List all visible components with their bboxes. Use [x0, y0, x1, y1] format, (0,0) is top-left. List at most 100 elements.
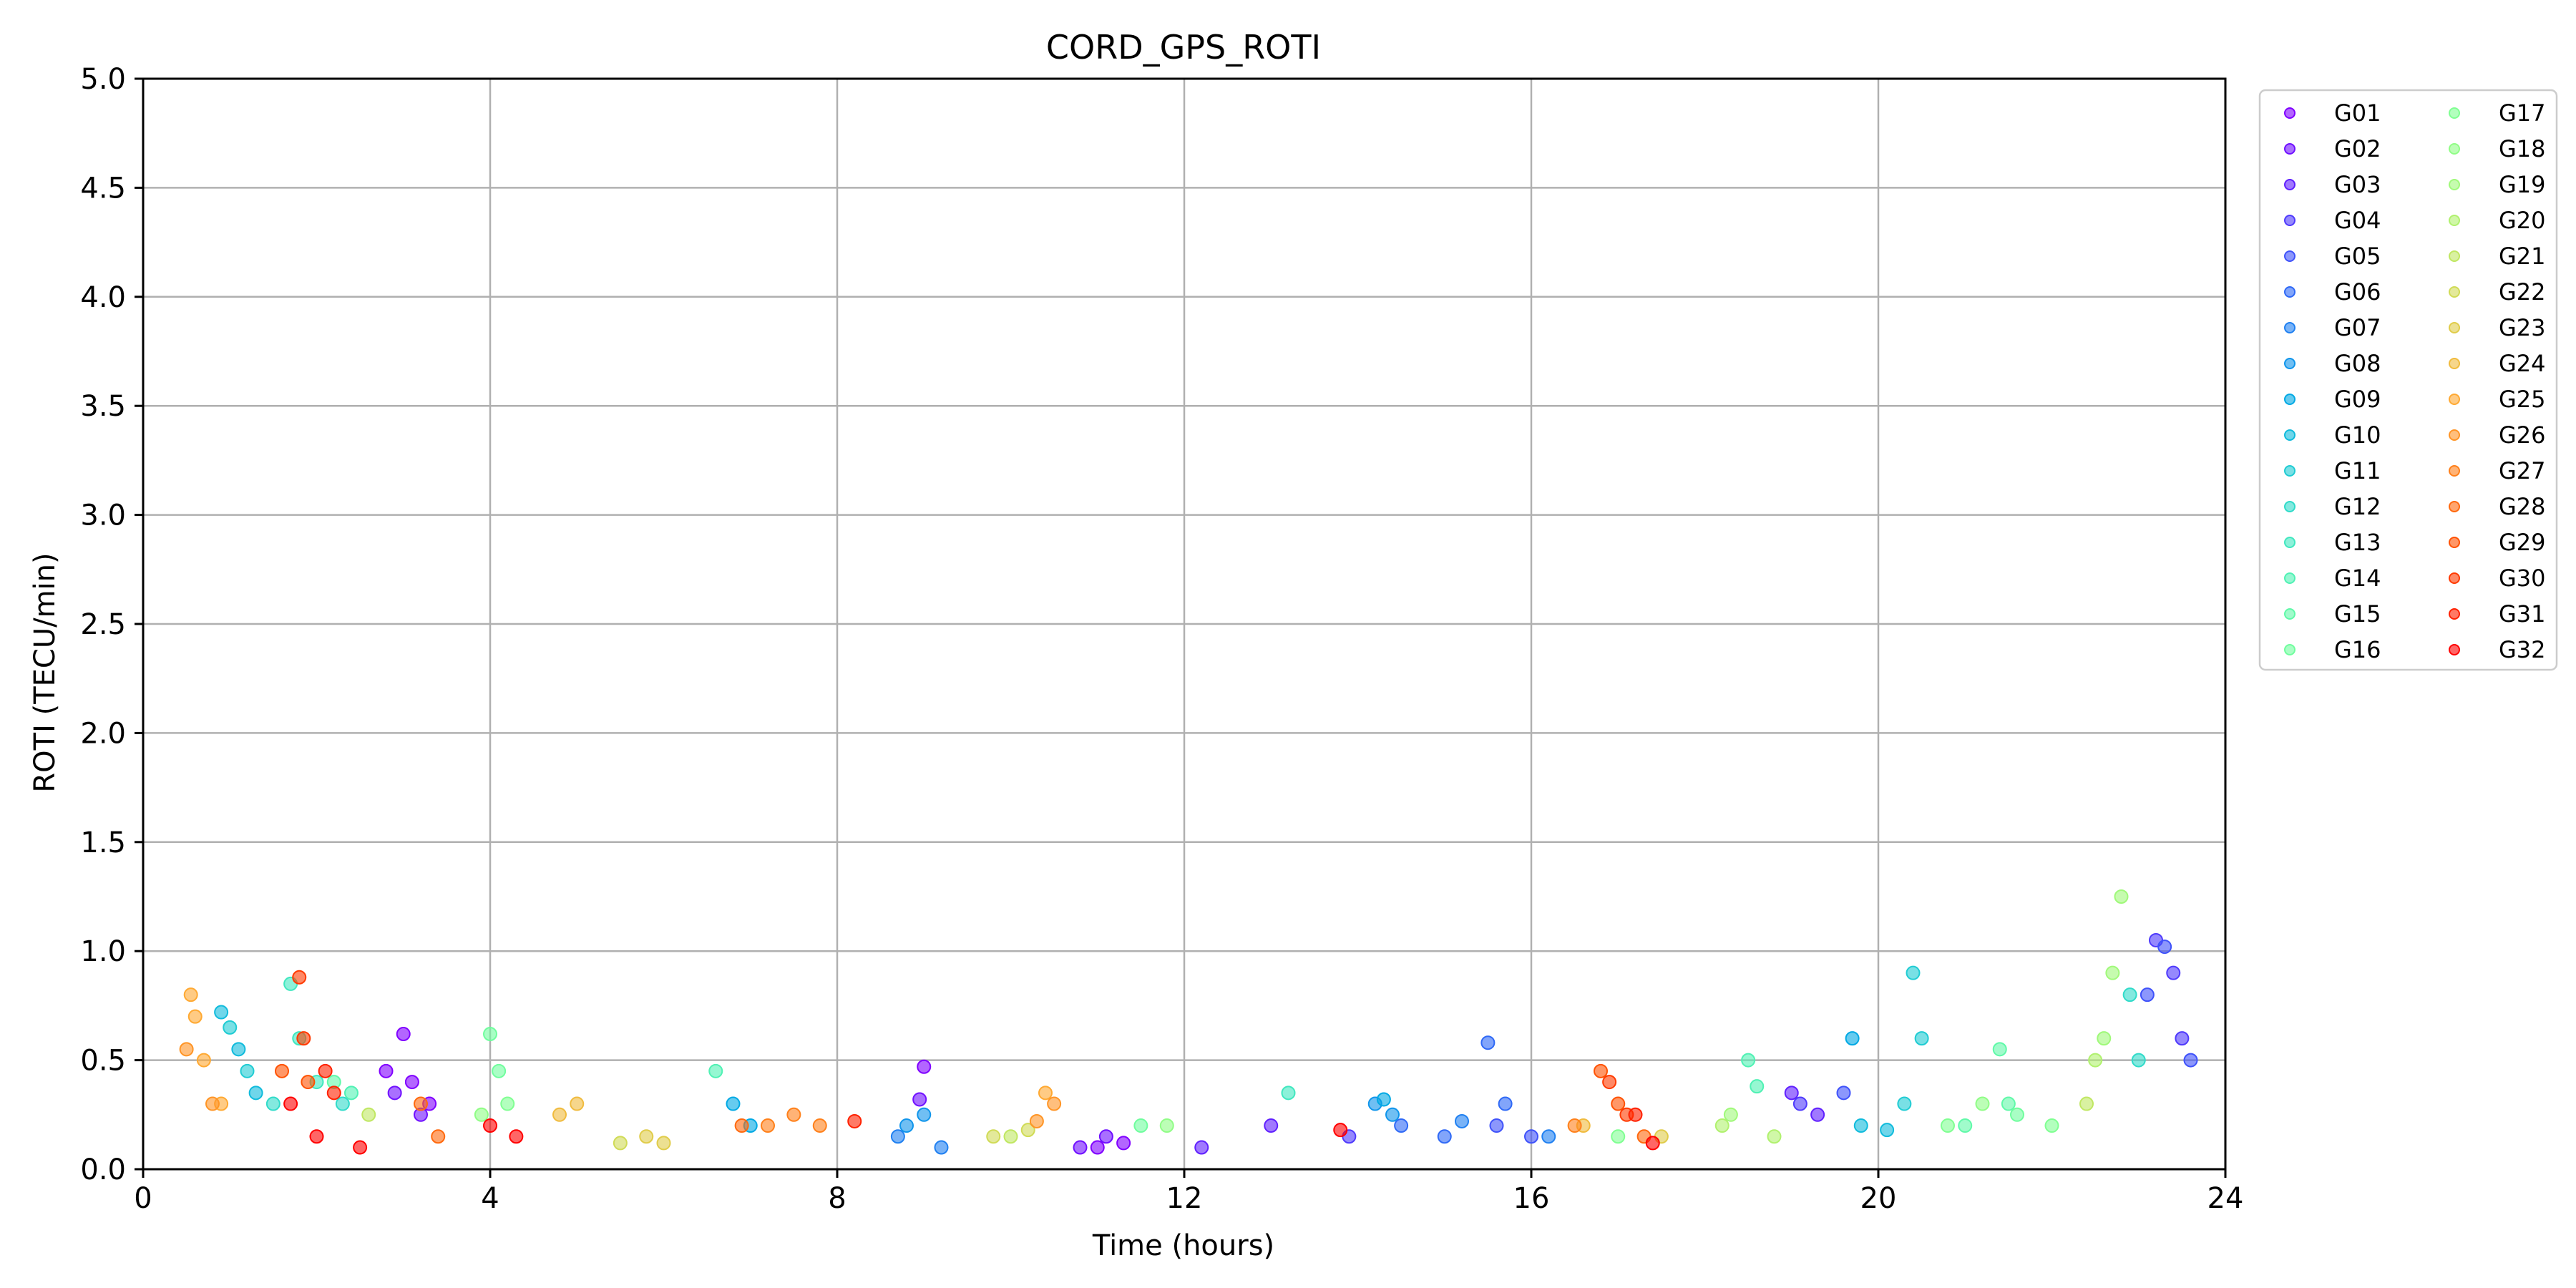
- y-tick-label: 0.5: [80, 1045, 126, 1078]
- data-point: [509, 1129, 524, 1144]
- legend-marker: [2449, 572, 2460, 584]
- data-point: [570, 1096, 585, 1111]
- data-point: [1541, 1129, 1556, 1144]
- series-G27: [761, 1107, 1582, 1133]
- data-point: [2157, 940, 2172, 955]
- legend-marker: [2284, 501, 2296, 512]
- legend-item: G19: [2449, 171, 2546, 198]
- data-point: [786, 1107, 801, 1122]
- legend-marker: [2284, 107, 2296, 119]
- legend-marker: [2449, 143, 2460, 155]
- data-point: [1524, 1129, 1538, 1144]
- legend-item: G31: [2449, 600, 2546, 628]
- data-point: [1437, 1129, 1452, 1144]
- data-point: [1098, 1129, 1113, 1144]
- series-G16: [483, 1027, 2024, 1133]
- legend-marker: [2449, 429, 2460, 441]
- data-point: [1073, 1140, 1088, 1155]
- data-point: [761, 1118, 775, 1133]
- data-point: [1810, 1107, 1825, 1122]
- legend-label: G28: [2499, 493, 2546, 520]
- data-point: [613, 1136, 628, 1151]
- legend-item: G01: [2284, 99, 2381, 127]
- y-tick-label: 2.5: [80, 608, 126, 641]
- legend-marker: [2449, 215, 2460, 226]
- legend-item: G15: [2284, 600, 2381, 628]
- x-tick-label: 0: [134, 1182, 152, 1215]
- data-point: [1394, 1118, 1409, 1133]
- series-G10: [214, 1005, 1895, 1138]
- legend-label: G17: [2499, 99, 2546, 127]
- data-point: [404, 1075, 419, 1090]
- data-point: [1116, 1136, 1131, 1151]
- legend-label: G05: [2334, 243, 2381, 270]
- legend-item: G24: [2449, 350, 2546, 377]
- y-tick-label: 4.5: [80, 172, 126, 205]
- legend-label: G07: [2334, 314, 2381, 341]
- data-point: [656, 1136, 671, 1151]
- y-tick-label: 0.0: [80, 1153, 126, 1186]
- legend-item: G12: [2284, 493, 2381, 520]
- legend-label: G15: [2334, 600, 2381, 628]
- legend-label: G20: [2499, 207, 2546, 234]
- legend-item: G22: [2449, 278, 2546, 306]
- data-point: [2114, 889, 2129, 904]
- legend-label: G13: [2334, 529, 2381, 556]
- data-point: [1489, 1118, 1504, 1133]
- legend-label: G10: [2334, 421, 2381, 449]
- data-point: [1906, 965, 1921, 980]
- legend-label: G19: [2499, 171, 2546, 198]
- legend-marker: [2284, 429, 2296, 441]
- series-G06: [1394, 1035, 1513, 1144]
- series-G05: [1489, 940, 2198, 1144]
- data-point: [353, 1140, 368, 1155]
- data-point: [292, 970, 307, 985]
- legend-marker: [2449, 179, 2460, 190]
- legend-marker: [2284, 215, 2296, 226]
- x-tick-label: 8: [828, 1182, 846, 1215]
- x-tick-label: 20: [1860, 1182, 1897, 1215]
- data-point: [1914, 1031, 1929, 1046]
- legend-marker: [2449, 358, 2460, 369]
- legend-label: G25: [2499, 386, 2546, 413]
- data-point: [1645, 1136, 1660, 1151]
- data-point: [1602, 1075, 1617, 1090]
- data-point: [1958, 1118, 1973, 1133]
- legend-label: G18: [2499, 135, 2546, 162]
- data-point: [1333, 1123, 1348, 1138]
- legend-marker: [2449, 394, 2460, 405]
- data-point: [890, 1129, 905, 1144]
- data-point: [1480, 1035, 1496, 1050]
- data-point: [296, 1031, 311, 1046]
- legend-item: G23: [2449, 314, 2546, 341]
- legend-marker: [2284, 465, 2296, 477]
- series-G01: [379, 1027, 1131, 1155]
- legend-label: G21: [2499, 243, 2546, 270]
- data-point: [335, 1096, 350, 1111]
- series-G12: [265, 987, 2146, 1111]
- x-axis-label: Time (hours): [1092, 1229, 1274, 1262]
- y-tick-label: 1.0: [80, 935, 126, 968]
- data-point: [1784, 1085, 1799, 1101]
- data-point: [2044, 1118, 2059, 1133]
- data-point: [275, 1063, 289, 1078]
- legend-marker: [2284, 608, 2296, 620]
- data-point: [309, 1129, 324, 1144]
- legend-label: G26: [2499, 421, 2546, 449]
- data-point: [639, 1129, 654, 1144]
- legend-label: G02: [2334, 135, 2381, 162]
- data-point: [1975, 1096, 1990, 1111]
- data-point: [726, 1096, 741, 1111]
- data-point: [812, 1118, 827, 1133]
- data-point: [492, 1063, 507, 1078]
- data-point: [214, 1005, 229, 1020]
- data-point: [2097, 1031, 2112, 1046]
- legend-label: G12: [2334, 493, 2381, 520]
- data-point: [2166, 965, 2181, 980]
- y-tick-label: 3.5: [80, 390, 126, 423]
- data-point: [387, 1085, 402, 1101]
- data-point: [1750, 1079, 1765, 1094]
- y-tick-label: 4.0: [80, 281, 126, 314]
- data-point: [1281, 1085, 1296, 1101]
